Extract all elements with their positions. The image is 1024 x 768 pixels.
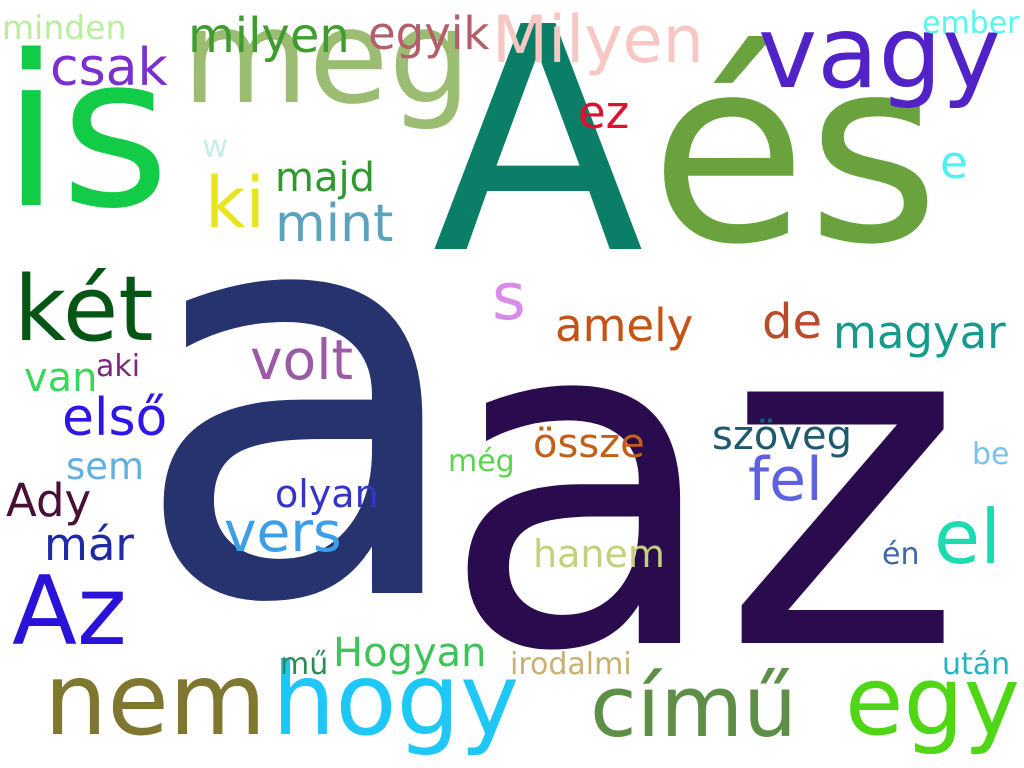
word-Ady: Ady (6, 474, 92, 527)
word-Hogyan: Hogyan (333, 630, 487, 676)
word-utan: után (942, 647, 1011, 682)
word-vers: vers (224, 500, 342, 564)
word-Milyen: Milyen (492, 3, 704, 78)
word-e: e (940, 136, 968, 189)
word-olyan: olyan (275, 472, 379, 516)
word-fel: fel (748, 445, 823, 515)
word-nem: nem (44, 641, 267, 758)
word-volt: volt (250, 328, 354, 392)
word-mint: mint (275, 194, 394, 254)
word-ember: ember (922, 6, 1020, 41)
word-egy: egy (845, 647, 1020, 757)
word-van: van (24, 355, 98, 401)
word-be: be (972, 437, 1010, 472)
word-ket: két (14, 257, 154, 362)
word-A: A (432, 0, 645, 323)
word-s: s (492, 260, 526, 335)
word-Az: Az (12, 557, 127, 667)
word-majd: majd (275, 155, 375, 201)
word-cimu: című (590, 658, 798, 757)
word-en: én (882, 537, 920, 572)
word-egyik: egyik (368, 7, 490, 60)
word-mu: mű (280, 647, 329, 682)
word-az: az (440, 217, 964, 752)
word-aki: aki (96, 349, 141, 384)
word-mar: már (44, 518, 134, 571)
word-ki: ki (205, 162, 265, 244)
word-is: is (2, 10, 170, 255)
word-minden: minden (2, 8, 127, 47)
word-szoveg: szöveg (712, 413, 852, 459)
word-meg: meg (182, 0, 472, 133)
word-ossze: össze (533, 421, 645, 467)
word-amely: amely (555, 299, 694, 352)
word-irodalmi: irodalmi (510, 647, 632, 682)
word-a: a (130, 74, 474, 726)
word-hogy: hogy (272, 641, 520, 758)
word-meg2: még (448, 444, 515, 479)
word-hanem: hanem (533, 532, 665, 576)
word-el: el (934, 493, 1001, 581)
word-vagy: vagy (758, 0, 1002, 111)
word-w: w (202, 127, 229, 165)
word-ez: ez (578, 86, 630, 139)
word-milyen: milyen (188, 8, 350, 64)
word-elso: első (62, 388, 168, 448)
word-de: de (762, 294, 822, 350)
word-magyar: magyar (833, 306, 1006, 359)
word-sem: sem (66, 445, 145, 488)
word-csak: csak (50, 38, 168, 98)
word-es: és (650, 4, 940, 301)
